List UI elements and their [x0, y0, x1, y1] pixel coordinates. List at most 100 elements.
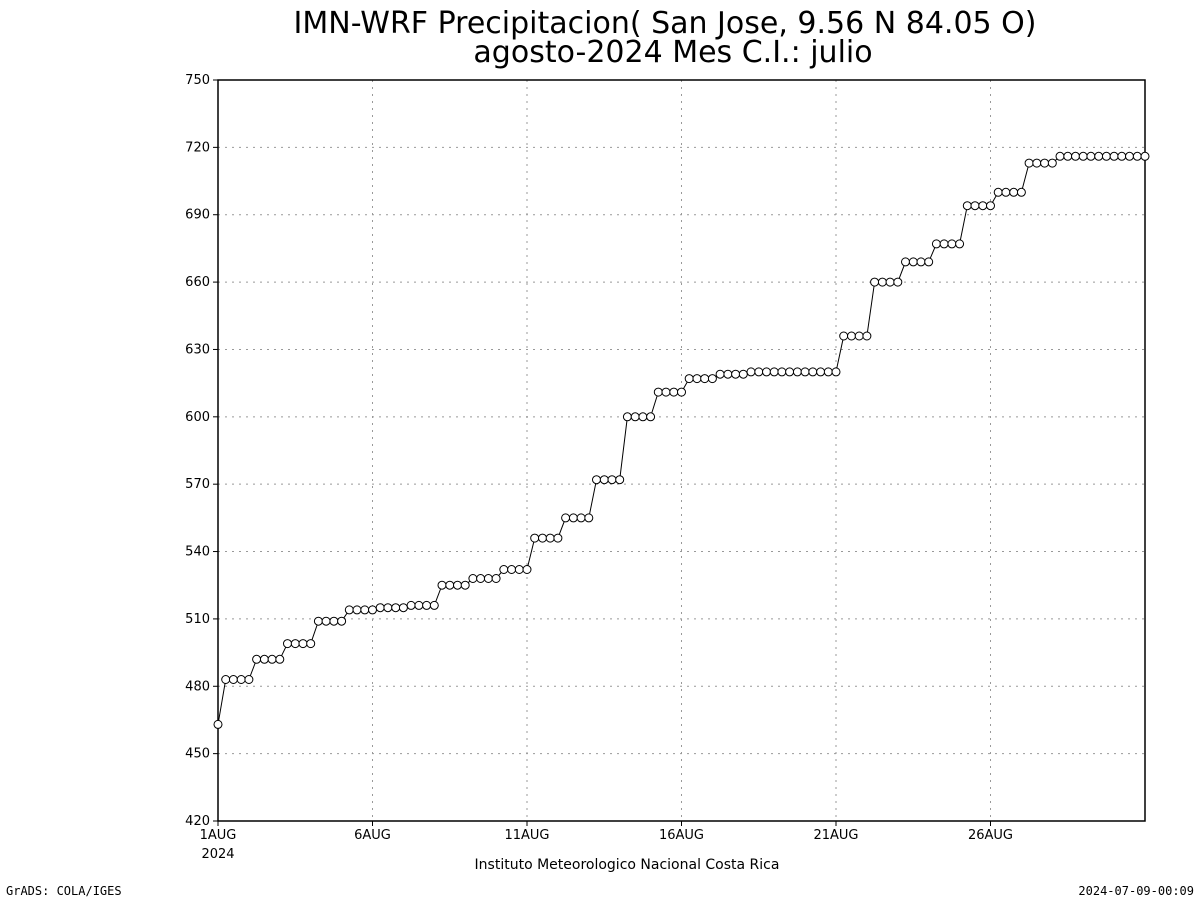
grid-lines [218, 80, 1145, 821]
data-point [792, 367, 802, 377]
data-point [885, 277, 895, 287]
data-point [1040, 158, 1050, 168]
x-tick-label: 21AUG [813, 828, 858, 843]
footer-right: 2024-07-09-00:09 [1078, 884, 1194, 898]
data-point [831, 367, 841, 377]
data-point [939, 239, 949, 249]
footer-left: GrADS: COLA/IGES [6, 884, 122, 898]
y-axis-ticks: 420 450 480 510 540 570 600 630 660 690 720 750 [185, 73, 218, 829]
data-point [615, 475, 625, 485]
data-point [306, 639, 316, 649]
data-point [1140, 151, 1150, 161]
data-point [993, 187, 1003, 197]
data-point [1078, 151, 1088, 161]
data-point [460, 580, 470, 590]
data-point [337, 616, 347, 626]
data-point [329, 616, 339, 626]
data-point [445, 580, 455, 590]
x-tick-label: 26AUG [968, 828, 1013, 843]
data-point [530, 533, 540, 543]
data-point [893, 277, 903, 287]
data-point [669, 387, 679, 397]
data-point [437, 580, 447, 590]
data-point [538, 533, 547, 543]
data-point [1094, 151, 1104, 161]
x-tick-label: 6AUG [354, 828, 391, 843]
data-point [684, 374, 694, 384]
data-point [916, 257, 926, 267]
data-point [738, 369, 748, 379]
y-tick-label: 720 [185, 140, 210, 155]
data-point [592, 475, 601, 485]
data-point [754, 367, 764, 377]
data-point [962, 201, 972, 211]
data-point [839, 331, 849, 341]
data-point [1109, 151, 1119, 161]
data-point [870, 277, 880, 287]
data-point [707, 374, 717, 384]
chart-title-line1: IMN-WRF Precipitacion( San Jose, 9.56 N … [294, 6, 1037, 41]
data-point [924, 257, 934, 267]
data-point [259, 654, 269, 664]
data-point [522, 565, 532, 574]
data-point [630, 412, 640, 422]
y-tick-label: 660 [185, 275, 210, 290]
data-point [715, 369, 725, 379]
data-point [313, 616, 323, 626]
data-point [1055, 151, 1065, 161]
data-point [800, 367, 810, 377]
x-year-label: 2024 [201, 847, 234, 862]
data-point [491, 574, 501, 583]
data-point [955, 239, 965, 249]
data-point [414, 600, 424, 610]
data-point [429, 600, 439, 610]
y-tick-label: 450 [185, 747, 210, 762]
y-tick-label: 630 [185, 342, 210, 357]
data-point [877, 277, 887, 287]
x-axis-ticks: 1AUG 6AUG 11AUG 16AUG 21AUG 26AUG [200, 821, 1013, 843]
y-tick-label: 600 [185, 410, 210, 425]
data-point [777, 367, 787, 377]
data-point [762, 367, 771, 377]
data-point [731, 369, 741, 379]
data-point [553, 533, 563, 543]
data-point [422, 600, 432, 610]
data-point [321, 616, 331, 626]
data-point [514, 565, 524, 574]
data-point [677, 387, 686, 397]
data-point [252, 654, 262, 664]
data-point [483, 574, 493, 583]
data-point [901, 257, 910, 267]
x-tick-label: 1AUG [200, 828, 237, 843]
data-point [1063, 151, 1073, 161]
data-point [700, 374, 710, 384]
data-point [221, 675, 231, 684]
data-point [1086, 151, 1096, 161]
y-tick-label: 540 [185, 545, 210, 560]
data-point [576, 513, 586, 523]
data-point [1024, 158, 1034, 168]
data-point [986, 201, 995, 211]
y-tick-label: 510 [185, 612, 210, 627]
data-point [599, 475, 609, 485]
data-point [344, 605, 354, 615]
x-tick-label: 16AUG [659, 828, 704, 843]
data-point [785, 367, 795, 377]
data-point [1047, 158, 1057, 168]
data-point [622, 412, 632, 422]
x-tick-label: 11AUG [504, 828, 549, 843]
data-point [1117, 151, 1127, 161]
plot-frame [217, 79, 1146, 822]
data-point [213, 719, 223, 729]
chart-title-line2: agosto-2024 Mes C.I.: julio [473, 35, 872, 70]
data-point [854, 331, 864, 341]
data-point [453, 580, 462, 590]
data-point [823, 367, 833, 377]
data-point [808, 367, 818, 377]
data-point [568, 513, 578, 523]
data-point [1071, 151, 1080, 161]
data-point [646, 412, 656, 422]
data-point [383, 603, 393, 613]
data-point [283, 639, 292, 649]
